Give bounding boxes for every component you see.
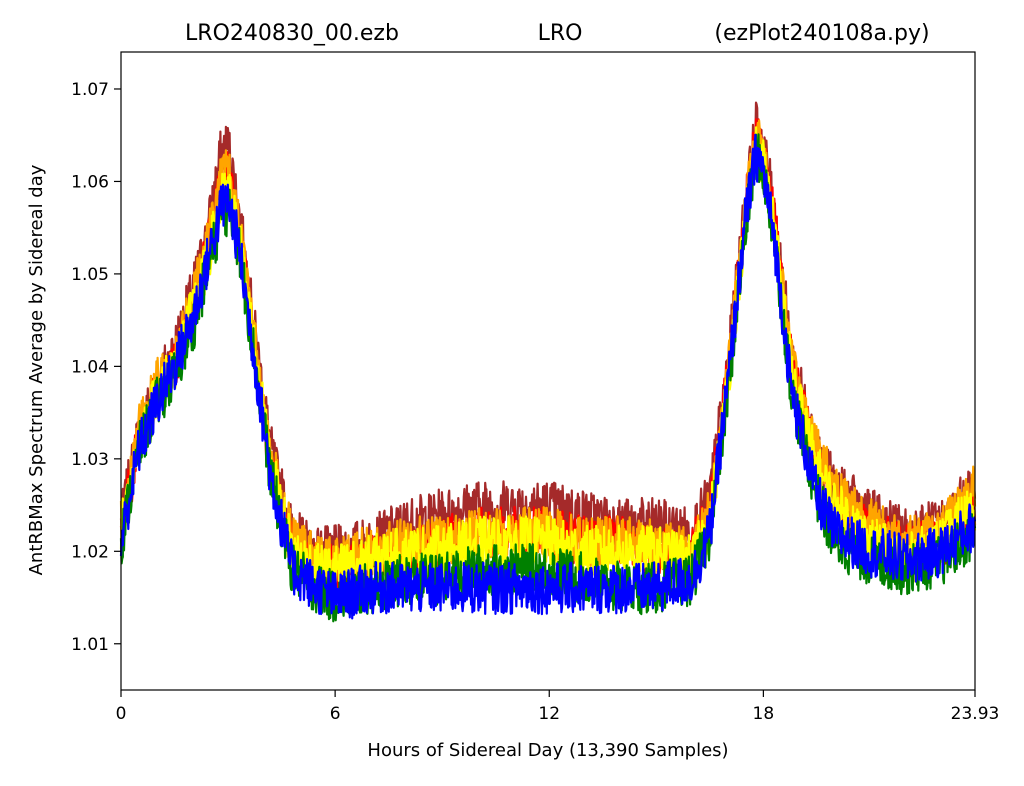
x-tick-label: 18 (753, 704, 775, 724)
y-tick-label: 1.04 (71, 357, 109, 377)
plot-frame (120, 51, 976, 691)
y-tick-label: 1.05 (71, 265, 109, 285)
y-tick-label: 1.06 (71, 172, 109, 192)
y-tick-label: 1.03 (71, 450, 109, 470)
series-layer (119, 101, 977, 623)
x-tick-label: 12 (538, 704, 560, 724)
y-tick-label: 1.01 (71, 635, 109, 655)
chart-title-file: LRO240830_00.ezb (185, 21, 399, 46)
axes: 0 6 12 18 23.93 1.01 1.02 1.03 1.04 1.05 1.06 1.07 (71, 51, 1000, 724)
series-line-6 (119, 133, 977, 620)
chart-title-site: LRO (538, 21, 583, 46)
x-tick-label: 0 (116, 704, 127, 724)
x-axis-label: Hours of Sidereal Day (13,390 Samples) (367, 740, 728, 761)
x-tick-label: 23.93 (951, 704, 1000, 724)
y-tick-label: 1.07 (71, 80, 109, 100)
y-tick-label: 1.02 (71, 542, 109, 562)
x-tick-label: 6 (330, 704, 341, 724)
y-axis-label: AntRBMax Spectrum Average by Sidereal da… (26, 164, 47, 575)
chart-title-script: (ezPlot240108a.py) (714, 21, 929, 46)
